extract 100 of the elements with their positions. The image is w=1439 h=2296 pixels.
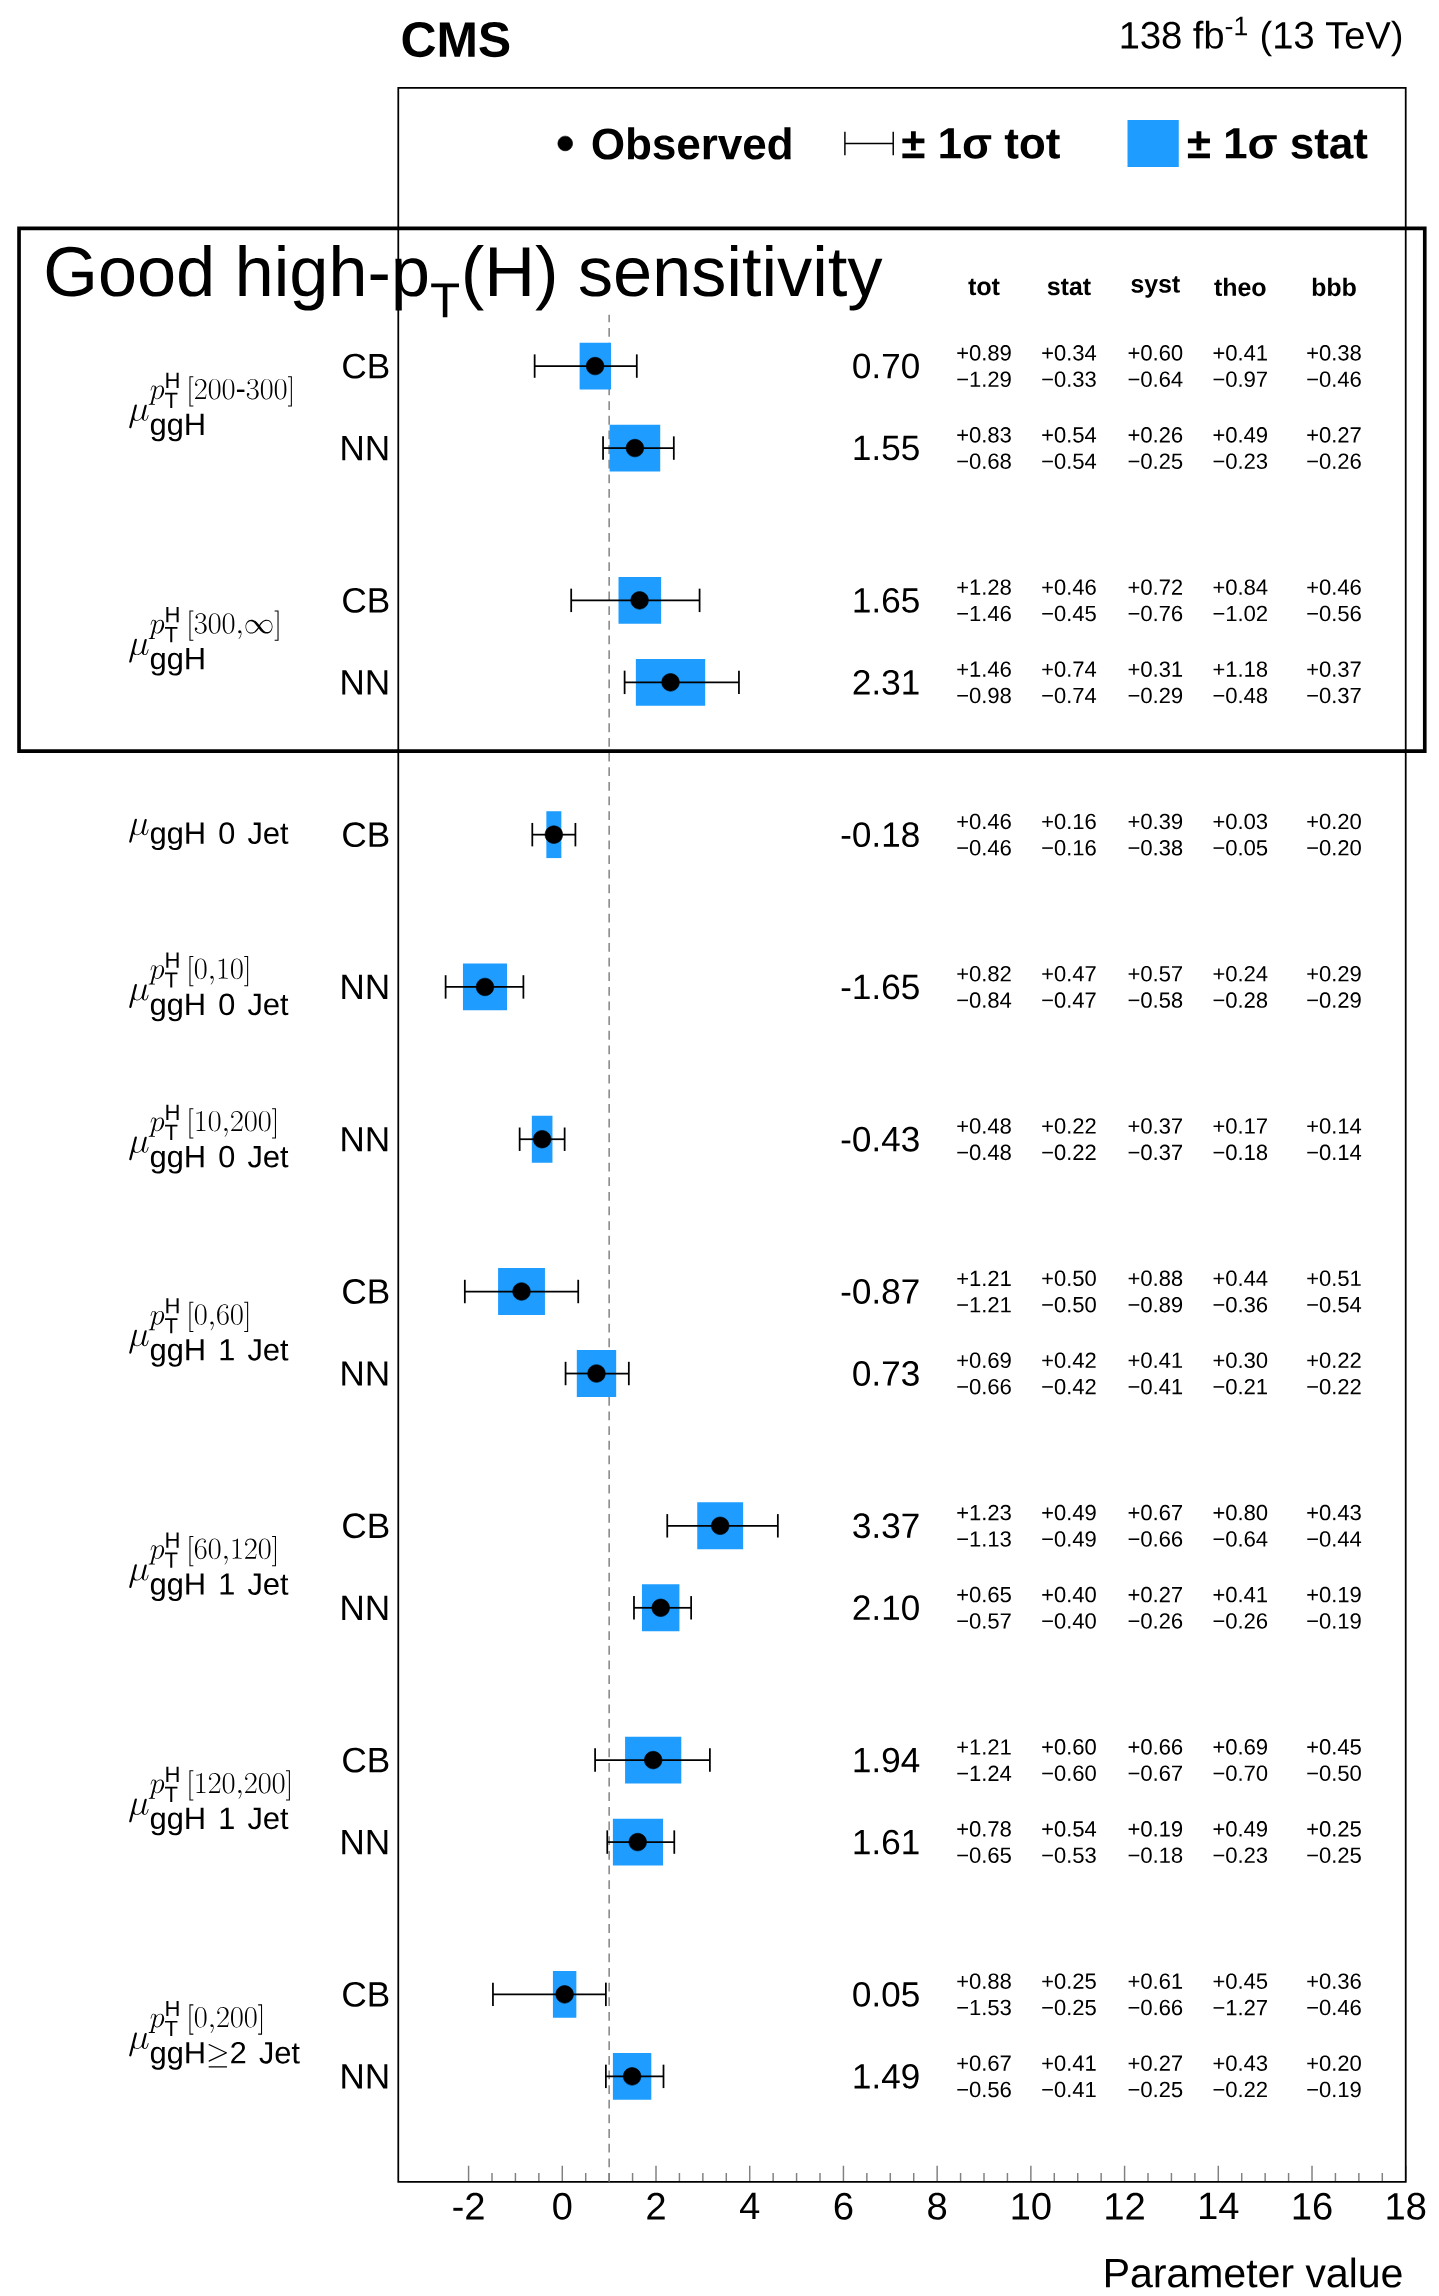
annotation: −0.26 bbox=[1307, 453, 1361, 469]
annotation: +0.80 bbox=[1213, 1504, 1267, 1521]
annotation: +0.66 bbox=[1128, 1739, 1182, 1755]
annotation: −0.40 bbox=[1042, 1613, 1096, 1629]
annotation: +0.54 bbox=[1042, 1821, 1096, 1837]
annotation: −0.29 bbox=[1307, 992, 1361, 1008]
annotation: 1.49 bbox=[854, 2063, 919, 2089]
text: $\mu^{p_{\mathrm{T}}^{\mathrm{H}}\,[0,10]}_{\mathrm{ggH\ 0\ Jet}}$ bbox=[129, 952, 289, 1022]
annotation: −0.54 bbox=[1307, 1296, 1361, 1313]
annotation: +1.46 bbox=[957, 661, 1011, 677]
y-tick-label: CB bbox=[342, 1981, 389, 2007]
annotation: −0.05 bbox=[1213, 840, 1267, 856]
annotation: +0.54 bbox=[1042, 427, 1096, 443]
annotation: +0.57 bbox=[1128, 965, 1182, 982]
annotation: +0.88 bbox=[957, 1973, 1011, 1989]
y-tick-label: NN bbox=[342, 1595, 388, 1620]
text: stat bbox=[1047, 278, 1091, 296]
annotation: −0.25 bbox=[1128, 2081, 1183, 2098]
text: $\mu^{p_{\mathrm{T}}^{\mathrm{H}}\,[200\text{-}300]}_{\mathrm{ggH}}$ bbox=[129, 372, 292, 442]
annotation: −0.74 bbox=[1042, 687, 1096, 704]
annotation: +0.34 bbox=[1042, 345, 1096, 361]
annotation: −0.48 bbox=[1213, 687, 1267, 704]
annotation: +0.69 bbox=[957, 1352, 1011, 1369]
annotation: +0.20 bbox=[1307, 2055, 1361, 2071]
annotation: 1.94 bbox=[854, 1747, 920, 1773]
annotation: +0.25 bbox=[1307, 1821, 1361, 1837]
annotation: −1.29 bbox=[957, 371, 1011, 387]
annotation: −0.46 bbox=[1307, 371, 1361, 387]
annotation: +0.40 bbox=[1042, 1586, 1096, 1603]
annotation: +0.38 bbox=[1307, 345, 1361, 361]
y-tick-label: CB bbox=[342, 1747, 389, 1773]
annotation: −0.60 bbox=[1042, 1765, 1096, 1782]
text: $\mu^{p_{\mathrm{T}}^{\mathrm{H}}\,[60,120]}_{\mathrm{ggH\ 1\ Jet}}$ bbox=[129, 1532, 289, 1601]
annotation: +0.45 bbox=[1307, 1739, 1361, 1755]
annotation: −1.46 bbox=[957, 605, 1011, 622]
annotation: +0.27 bbox=[1128, 1586, 1182, 1603]
annotation: −0.47 bbox=[1042, 992, 1096, 1008]
annotation: −0.41 bbox=[1042, 2081, 1096, 2098]
text: $\mu^{p_{\mathrm{T}}^{\mathrm{H}}\,[120,200]}_{\mathrm{ggH\ 1\ Jet}}$ bbox=[129, 1766, 290, 1836]
annotation: −0.22 bbox=[1042, 1144, 1096, 1161]
annotation: +0.78 bbox=[957, 1821, 1011, 1837]
annotation: +0.45 bbox=[1213, 1973, 1267, 1989]
annotation: +0.46 bbox=[1307, 579, 1361, 595]
text: $\mu^{p_{\mathrm{T}}^{\mathrm{H}}\,[0,200]}_{\mathrm{ggH}\geq\mathrm{2\ Jet}}$ bbox=[129, 2000, 300, 2070]
x-tick-label: 8 bbox=[928, 2192, 946, 2220]
annotation: +0.36 bbox=[1307, 1973, 1361, 1989]
annotation: −0.14 bbox=[1307, 1144, 1361, 1161]
annotation: +0.84 bbox=[1213, 579, 1268, 595]
annotation: +0.89 bbox=[957, 345, 1011, 361]
x-tick-label: -2 bbox=[453, 2192, 484, 2220]
annotation: −0.37 bbox=[1128, 1144, 1182, 1161]
y-tick-label: NN bbox=[342, 435, 388, 461]
annotation: +0.30 bbox=[1213, 1352, 1267, 1369]
annotation: +0.46 bbox=[1042, 579, 1096, 595]
annotation: −0.67 bbox=[1128, 1765, 1182, 1782]
annotation: +0.31 bbox=[1128, 661, 1182, 677]
annotation: +0.14 bbox=[1307, 1118, 1361, 1134]
y-tick-label: NN bbox=[342, 1829, 388, 1855]
annotation: +1.28 bbox=[957, 579, 1011, 595]
annotation: +0.19 bbox=[1307, 1586, 1361, 1603]
annotation: −0.22 bbox=[1213, 2081, 1267, 2098]
annotation: +0.41 bbox=[1128, 1352, 1182, 1369]
annotation: −0.42 bbox=[1042, 1378, 1096, 1395]
legend-label: ± 1σ stat bbox=[1187, 128, 1368, 159]
y-tick-label: CB bbox=[342, 1513, 389, 1539]
annotation: +0.60 bbox=[1042, 1739, 1096, 1755]
annotation: +0.24 bbox=[1213, 965, 1268, 982]
annotation: +0.22 bbox=[1307, 1352, 1361, 1369]
annotation: −0.66 bbox=[1128, 1531, 1182, 1547]
annotation: −0.25 bbox=[1307, 1847, 1361, 1864]
annotation: +0.20 bbox=[1307, 813, 1361, 830]
x-tick-label: 14 bbox=[1199, 2192, 1239, 2220]
annotation: 1.55 bbox=[854, 435, 919, 461]
annotation: −0.19 bbox=[1307, 2081, 1361, 2098]
x-tick-label: 0 bbox=[553, 2192, 572, 2220]
annotation: -0.87 bbox=[841, 1279, 919, 1304]
annotation: +0.43 bbox=[1213, 2055, 1267, 2071]
annotation: +0.29 bbox=[1307, 965, 1361, 982]
annotation: −1.24 bbox=[957, 1765, 1011, 1781]
annotation: −1.21 bbox=[957, 1296, 1011, 1313]
annotation: 1.65 bbox=[854, 587, 919, 613]
annotation: −0.49 bbox=[1042, 1531, 1096, 1547]
text: bbb bbox=[1312, 277, 1356, 297]
annotation: +0.50 bbox=[1042, 1270, 1096, 1287]
annotation: 2.10 bbox=[853, 1595, 919, 1621]
annotation: −0.84 bbox=[957, 992, 1011, 1008]
annotation: −0.50 bbox=[1042, 1296, 1096, 1313]
annotation: 0.73 bbox=[853, 1361, 919, 1386]
annotation: +0.72 bbox=[1128, 579, 1182, 595]
chart-subtitle: 138 fb$^{-1}$ (13 TeV) bbox=[1121, 16, 1401, 57]
annotation: −0.36 bbox=[1213, 1296, 1267, 1313]
annotation: +1.18 bbox=[1213, 661, 1267, 677]
annotation: −0.46 bbox=[1307, 1999, 1361, 2016]
annotation: −0.18 bbox=[1128, 1847, 1182, 1864]
annotation: +0.37 bbox=[1128, 1118, 1182, 1134]
annotation: +0.49 bbox=[1213, 427, 1267, 443]
annotation: −0.26 bbox=[1213, 1613, 1267, 1629]
annotation: −1.53 bbox=[957, 1999, 1011, 2016]
annotation: +1.21 bbox=[957, 1739, 1011, 1755]
annotation: −0.21 bbox=[1213, 1378, 1267, 1395]
